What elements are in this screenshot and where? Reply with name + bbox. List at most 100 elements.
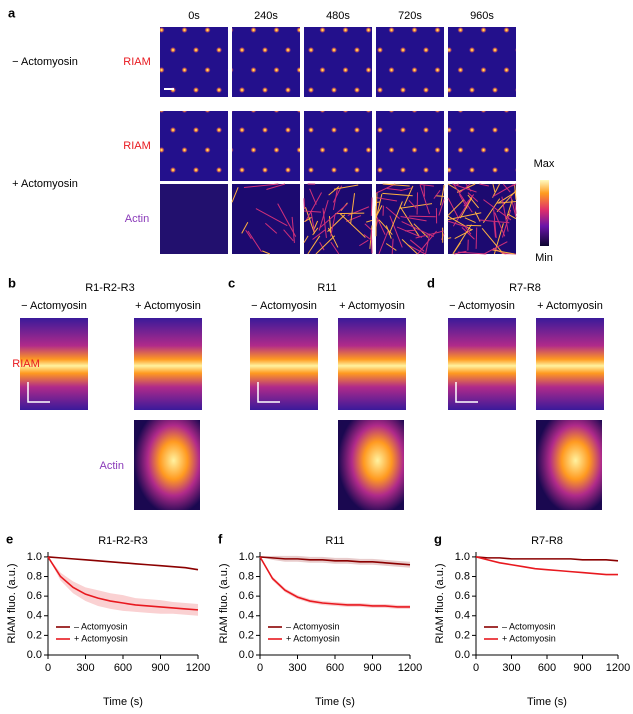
filament xyxy=(415,230,445,239)
filament xyxy=(262,250,271,255)
image xyxy=(448,184,516,254)
error-band xyxy=(260,556,410,609)
filament xyxy=(309,188,317,205)
image xyxy=(160,184,228,254)
series-line xyxy=(47,556,199,571)
filament xyxy=(312,229,326,240)
filament xyxy=(291,216,295,243)
filament xyxy=(438,199,445,216)
image xyxy=(232,111,300,181)
y-tick-label: 0.2 xyxy=(239,629,254,641)
panel-label: e xyxy=(6,531,13,546)
filament xyxy=(492,184,514,198)
kymograph xyxy=(536,420,602,510)
filament xyxy=(382,183,410,187)
y-tick-label: 0.6 xyxy=(27,590,42,602)
condition-label: − Actomyosin xyxy=(251,300,317,312)
filament xyxy=(454,228,473,239)
x-tick-label: 0 xyxy=(473,662,479,674)
series-line xyxy=(259,556,411,566)
condition-label: + Actomyosin xyxy=(135,300,201,312)
filament xyxy=(303,235,309,243)
filament xyxy=(364,223,373,231)
image xyxy=(232,184,300,254)
filament xyxy=(310,212,315,232)
condition-label: + Actomyosin xyxy=(339,300,405,312)
kymograph xyxy=(134,420,200,510)
filament xyxy=(313,220,319,230)
filament xyxy=(243,183,279,189)
colorbar xyxy=(540,180,549,246)
scale-bar xyxy=(257,382,280,403)
time-label: 480s xyxy=(326,10,350,22)
filament xyxy=(366,219,373,223)
filament xyxy=(456,183,459,186)
kymograph xyxy=(448,318,516,410)
filament xyxy=(401,238,418,255)
filament xyxy=(453,250,467,255)
filament xyxy=(492,183,496,193)
time-label: 0s xyxy=(188,10,200,22)
filament xyxy=(378,230,389,255)
filament xyxy=(400,187,413,192)
filament xyxy=(330,241,340,255)
filament xyxy=(303,210,322,213)
image xyxy=(376,111,444,181)
filament xyxy=(385,206,400,220)
channel-label: Actin xyxy=(125,213,149,225)
filament xyxy=(327,227,339,248)
image xyxy=(448,27,516,97)
scale-bar xyxy=(455,382,478,403)
filament xyxy=(481,227,504,255)
kymo-title: R11 xyxy=(317,282,336,294)
x-tick-label: 300 xyxy=(288,662,306,674)
filament xyxy=(440,186,445,206)
filament xyxy=(514,202,517,214)
filament xyxy=(375,197,398,202)
filament xyxy=(479,183,489,187)
image xyxy=(304,27,372,97)
x-tick-label: 1200 xyxy=(398,662,422,674)
filament xyxy=(507,213,517,220)
filament xyxy=(277,203,297,237)
filament xyxy=(375,183,396,194)
y-tick-label: 0.2 xyxy=(455,629,470,641)
filament xyxy=(399,206,420,237)
filament xyxy=(447,212,482,221)
y-tick-label: 0.0 xyxy=(239,649,254,661)
filament xyxy=(478,219,510,224)
legend-label: – Actomyosin xyxy=(74,621,128,631)
filament xyxy=(332,187,339,210)
time-label: 720s xyxy=(398,10,422,22)
series-line xyxy=(47,556,199,611)
x-axis-label: Time (s) xyxy=(315,696,355,708)
filament xyxy=(497,191,517,204)
x-tick-label: 300 xyxy=(502,662,520,674)
kymograph xyxy=(338,318,406,410)
filament xyxy=(330,213,336,237)
filament xyxy=(346,215,362,222)
filament xyxy=(389,215,403,248)
y-tick-label: 0.6 xyxy=(239,590,254,602)
x-tick-label: 0 xyxy=(45,662,51,674)
kymograph xyxy=(338,420,404,510)
filament xyxy=(483,241,508,255)
condition-label: − Actomyosin xyxy=(449,300,515,312)
image xyxy=(376,27,444,97)
filament xyxy=(400,215,427,222)
panel-label: g xyxy=(434,531,442,546)
legend-label: + Actomyosin xyxy=(286,633,340,643)
row-label: + Actomyosin xyxy=(12,178,78,190)
filament xyxy=(370,230,373,254)
x-tick-label: 600 xyxy=(326,662,344,674)
x-tick-label: 1200 xyxy=(186,662,210,674)
filament xyxy=(266,183,286,190)
filament xyxy=(482,198,501,223)
filament xyxy=(382,192,413,197)
filament xyxy=(505,199,513,220)
filament xyxy=(333,184,359,190)
x-tick-label: 600 xyxy=(114,662,132,674)
filament xyxy=(247,230,262,253)
filament xyxy=(491,249,515,255)
y-tick-label: 0.0 xyxy=(455,649,470,661)
